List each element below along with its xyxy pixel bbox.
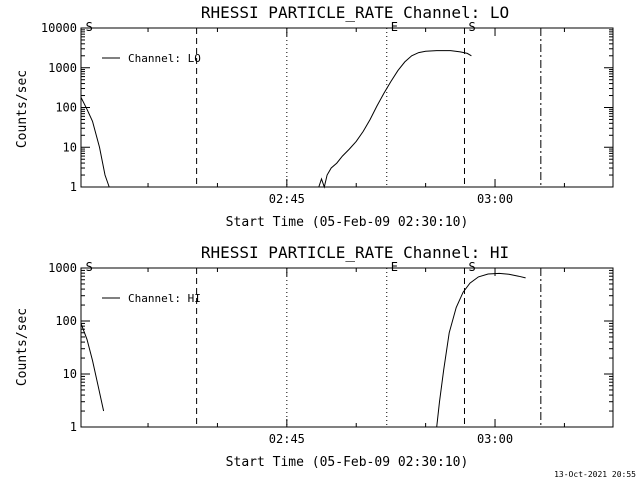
y-tick-label: 10000 (41, 21, 77, 35)
x-tick-label: 03:00 (477, 432, 513, 446)
event-marker-label: S (468, 20, 475, 34)
plot-frame (80, 267, 614, 428)
y-axis-label: Counts/sec (15, 308, 30, 386)
data-series-line (436, 272, 526, 428)
y-tick-label: 10 (63, 140, 77, 154)
data-series-line (80, 97, 110, 188)
x-axis-label: Start Time (05-Feb-09 02:30:10) (226, 455, 469, 470)
x-tick-label: 02:45 (269, 432, 305, 446)
event-marker-label: E (391, 20, 398, 34)
x-axis-label: Start Time (05-Feb-09 02:30:10) (226, 215, 469, 230)
event-marker-label: S (86, 260, 93, 274)
y-tick-label: 1 (70, 180, 77, 194)
event-marker-label: E (391, 260, 398, 274)
legend-label: Channel: HI (128, 292, 201, 305)
data-series-line (80, 323, 105, 412)
x-tick-label: 02:45 (269, 192, 305, 206)
panel-title: RHESSI PARTICLE_RATE Channel: HI (201, 243, 509, 262)
y-tick-label: 100 (55, 314, 77, 328)
event-marker-label: S (86, 20, 93, 34)
panel-title: RHESSI PARTICLE_RATE Channel: LO (201, 3, 509, 22)
footer-timestamp: 13-Oct-2021 20:55 (554, 470, 636, 479)
y-tick-label: 1 (70, 420, 77, 434)
legend-label: Channel: LO (128, 52, 201, 65)
event-marker-label: S (468, 260, 475, 274)
y-tick-label: 10 (63, 367, 77, 381)
data-series-line (318, 50, 472, 189)
hi-channel-panel: RHESSI PARTICLE_RATE Channel: HI Counts/… (15, 243, 614, 470)
lo-channel-panel: RHESSI PARTICLE_RATE Channel: LO Counts/… (15, 3, 614, 230)
y-tick-label: 1000 (48, 61, 77, 75)
x-tick-label: 03:00 (477, 192, 513, 206)
y-tick-label: 1000 (48, 261, 77, 275)
y-axis-label: Counts/sec (15, 70, 30, 148)
y-tick-label: 100 (55, 101, 77, 115)
